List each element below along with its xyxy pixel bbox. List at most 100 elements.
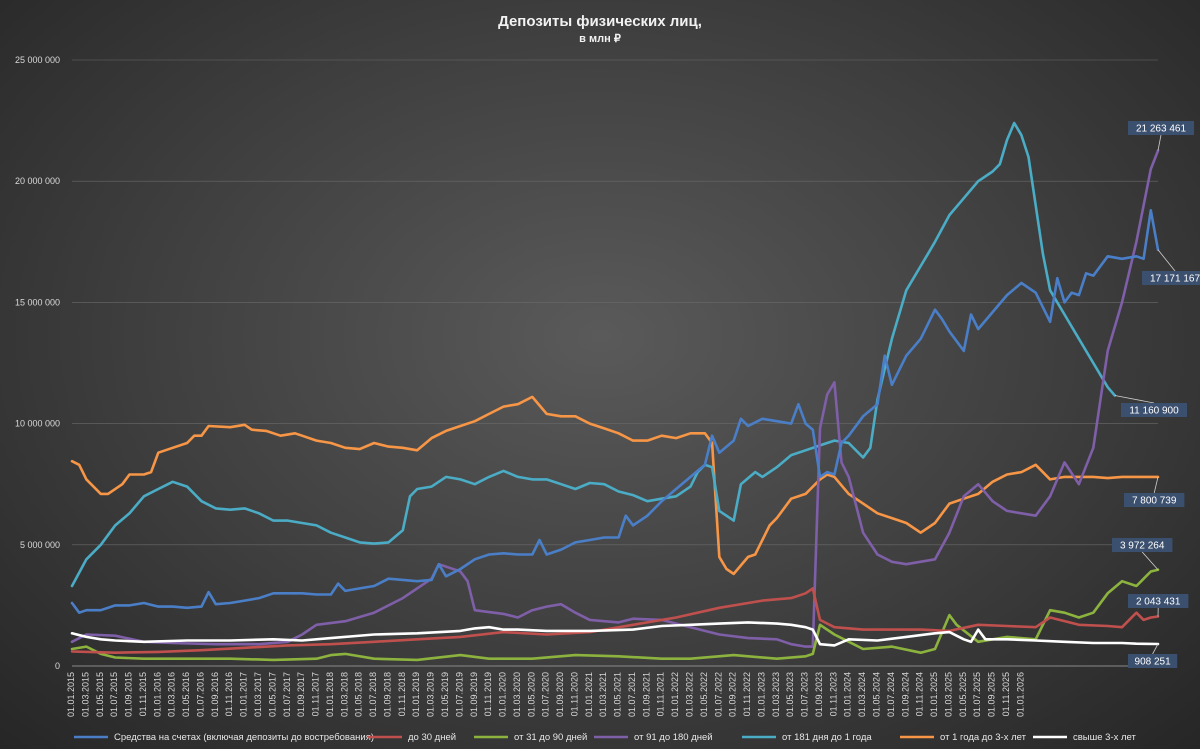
x-tick-label: 01.05.2018 (354, 672, 364, 717)
leader-line (1157, 249, 1176, 272)
series-line (70, 621, 1160, 647)
x-tick-label: 01.07.2017 (282, 672, 292, 717)
x-tick-label: 01.07.2021 (627, 672, 637, 717)
x-tick-label: 01.05.2016 (181, 672, 191, 717)
series-line (70, 121, 1117, 588)
x-tick-label: 01.03.2015 (80, 672, 90, 717)
x-tick-label: 01.07.2025 (972, 672, 982, 717)
y-tick-label: 20 000 000 (15, 176, 60, 186)
data-label: 908 251 (1135, 657, 1172, 668)
data-label-box (1128, 121, 1194, 135)
x-tick-label: 01.05.2017 (267, 672, 277, 717)
x-tick-label: 01.01.2021 (584, 672, 594, 717)
x-tick-label: 01.07.2023 (800, 672, 810, 717)
chart-title: Депозиты физических лиц, (498, 13, 702, 30)
x-tick-label: 01.05.2024 (872, 672, 882, 717)
series-line (70, 587, 1160, 654)
data-label: 17 171 167 (1150, 274, 1200, 285)
legend: Средства на счетах (включая депозиты до … (74, 732, 1137, 743)
x-tick-label: 01.01.2016 (152, 672, 162, 717)
x-tick-label: 01.09.2019 (469, 672, 479, 717)
x-tick-label: 01.03.2019 (426, 672, 436, 717)
x-tick-label: 01.09.2023 (814, 672, 824, 717)
x-tick-label: 01.11.2018 (397, 672, 407, 716)
legend-label: от 181 дня до 1 года (782, 732, 872, 743)
y-tick-label: 15 000 000 (15, 297, 60, 307)
x-tick-label: 01.11.2023 (828, 672, 838, 716)
legend-label: от 91 до 180 дней (634, 732, 713, 743)
data-label: 2 043 431 (1136, 597, 1181, 608)
x-tick-label: 01.11.2025 (1001, 672, 1011, 716)
leader-line (1157, 134, 1162, 151)
x-tick-label: 01.09.2021 (641, 672, 651, 717)
x-tick-label: 01.09.2018 (382, 672, 392, 717)
x-tick-label: 01.01.2026 (1015, 672, 1025, 717)
x-tick-label: 01.01.2019 (411, 672, 421, 717)
data-label: 11 160 900 (1129, 406, 1179, 417)
data-label: 21 263 461 (1136, 124, 1186, 135)
data-label-box (1121, 403, 1187, 417)
legend-label: от 31 до 90 дней (514, 732, 587, 743)
x-tick-label: 01.05.2023 (785, 672, 795, 717)
leader-line (1114, 395, 1155, 404)
x-tick-label: 01.05.2019 (440, 672, 450, 717)
x-tick-label: 01.09.2015 (124, 672, 134, 717)
data-labels: 21 263 461 17 171 167 11 160 900 7 800 739 3… (1112, 121, 1200, 668)
x-tick-label: 01.03.2018 (339, 672, 349, 717)
series-line (70, 209, 1160, 614)
x-tick-label: 01.09.2024 (900, 672, 910, 717)
legend-label: от 1 года до 3-х лет (940, 732, 1027, 743)
x-tick-label: 01.09.2020 (555, 672, 565, 717)
x-tick-label: 01.03.2021 (598, 672, 608, 717)
x-tick-label: 01.05.2015 (95, 672, 105, 717)
data-label-box (1124, 493, 1185, 507)
data-label-box (1142, 271, 1200, 285)
y-tick-label: 5 000 000 (20, 540, 60, 550)
x-tick-label: 01.01.2015 (66, 672, 76, 717)
x-tick-label: 01.11.2021 (656, 672, 666, 716)
x-tick-label: 01.07.2019 (454, 672, 464, 717)
x-tick-label: 01.09.2025 (987, 672, 997, 717)
x-tick-label: 01.11.2016 (224, 672, 234, 716)
x-tick-label: 01.07.2020 (541, 672, 551, 717)
x-tick-label: 01.05.2022 (699, 672, 709, 717)
x-tick-label: 01.03.2017 (253, 672, 263, 717)
x-tick-label: 01.07.2015 (109, 672, 119, 717)
data-label: 3 972 264 (1120, 541, 1165, 552)
legend-label: свыше 3-х лет (1073, 732, 1137, 743)
x-tick-label: 01.01.2025 (929, 672, 939, 717)
leader-line (1153, 476, 1159, 494)
x-tick-label: 01.07.2024 (886, 672, 896, 717)
x-tick-label: 01.07.2016 (195, 672, 205, 717)
y-tick-label: 0 (55, 661, 60, 671)
x-tick-label: 01.11.2017 (311, 672, 321, 716)
x-tick-label: 01.09.2017 (296, 672, 306, 717)
series-lines (70, 121, 1160, 662)
x-tick-label: 01.01.2018 (325, 672, 335, 717)
x-tick-label: 01.05.2025 (958, 672, 968, 717)
data-label: 7 800 739 (1132, 496, 1177, 507)
x-tick-label: 01.01.2023 (756, 672, 766, 717)
legend-label: до 30 дней (408, 732, 456, 743)
x-tick-label: 01.07.2022 (713, 672, 723, 717)
x-tick-label: 01.05.2021 (613, 672, 623, 717)
x-tick-label: 01.03.2016 (167, 672, 177, 717)
chart-subtitle: в млн ₽ (579, 33, 621, 45)
x-tick-label: 01.01.2022 (670, 672, 680, 717)
y-tick-label: 10 000 000 (15, 419, 60, 429)
x-tick-label: 01.11.2024 (915, 672, 925, 716)
series-line (70, 568, 1160, 662)
x-tick-label: 01.01.2024 (843, 672, 853, 717)
y-axis: 0 5 000 000 10 000 000 15 000 000 20 000 000… (15, 55, 60, 671)
x-tick-label: 01.03.2020 (512, 672, 522, 717)
x-tick-label: 01.09.2022 (728, 672, 738, 717)
x-tick-label: 01.03.2023 (771, 672, 781, 717)
x-tick-label: 01.03.2024 (857, 672, 867, 717)
series-line (70, 395, 1160, 576)
x-tick-label: 01.11.2019 (483, 672, 493, 716)
data-label-box (1112, 538, 1173, 552)
data-label-box (1128, 594, 1189, 608)
gridlines (72, 59, 1158, 667)
leader-line (1141, 551, 1159, 570)
x-tick-label: 01.03.2025 (943, 672, 953, 717)
